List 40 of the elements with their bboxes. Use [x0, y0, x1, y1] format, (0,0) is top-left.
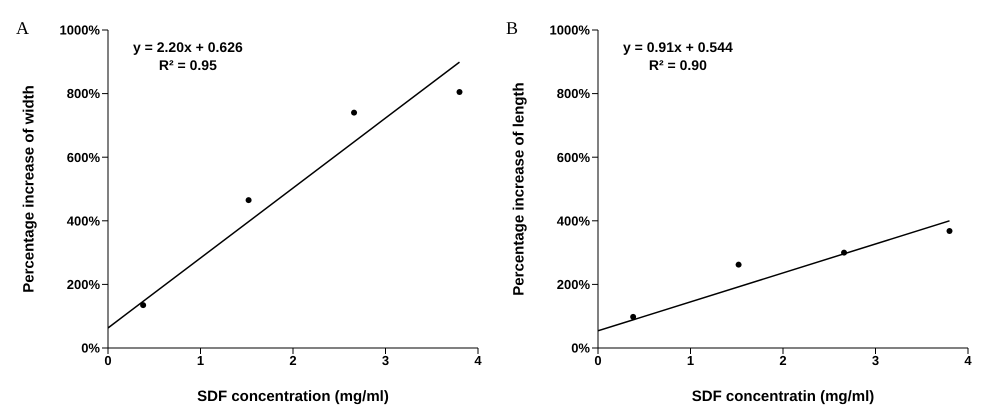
x-tick-label: 0 — [104, 353, 112, 368]
x-axis-title: SDF concentration (mg/ml) — [197, 388, 389, 405]
x-axis-title: SDF concentratin (mg/ml) — [692, 388, 874, 405]
point — [841, 250, 848, 256]
annotation: y = 0.91x + 0.544 — [623, 38, 733, 56]
x-tick-label: 4 — [964, 353, 972, 368]
chart-title: A — [16, 18, 29, 39]
x-tick-label: 4 — [474, 353, 482, 368]
annotation: R² = 0.95 — [158, 56, 218, 74]
x-tick-label: 2 — [289, 353, 297, 368]
x-tick-label: 3 — [872, 353, 880, 368]
point — [140, 302, 146, 308]
y-tick-label: 1000% — [60, 22, 100, 38]
annotation: R² = 0.90 — [648, 56, 708, 74]
y-tick-label: 0% — [81, 340, 100, 356]
y-tick-label: 800% — [66, 86, 100, 102]
x-tick-label: 1 — [196, 353, 204, 368]
y-axis-title: Percentage increase of width — [20, 85, 38, 293]
y-tick-label: 600% — [556, 150, 590, 165]
point — [946, 228, 952, 234]
chart-title: B — [506, 18, 518, 39]
point — [630, 314, 636, 320]
x-tick-label: 1 — [686, 353, 694, 368]
x-tick-label: 3 — [382, 353, 390, 368]
y-tick-label: 1000% — [550, 22, 590, 38]
y-tick-label: 400% — [556, 213, 590, 228]
point — [456, 89, 462, 96]
x-tick-label: 0 — [594, 353, 602, 368]
y-axis-title: Percentage increase of length — [510, 82, 528, 296]
x-tick-label: 2 — [779, 353, 787, 368]
y-tick-label: 200% — [556, 277, 590, 292]
point — [351, 110, 358, 116]
y-tick-label: 800% — [556, 86, 590, 102]
y-tick-label: 0% — [571, 340, 590, 356]
y-tick-label: 600% — [66, 150, 100, 165]
annotation: y = 2.20x + 0.626 — [133, 38, 243, 56]
y-tick-label: 200% — [66, 277, 100, 292]
point — [736, 262, 742, 268]
y-tick-label: 400% — [66, 213, 100, 228]
point — [246, 197, 252, 204]
